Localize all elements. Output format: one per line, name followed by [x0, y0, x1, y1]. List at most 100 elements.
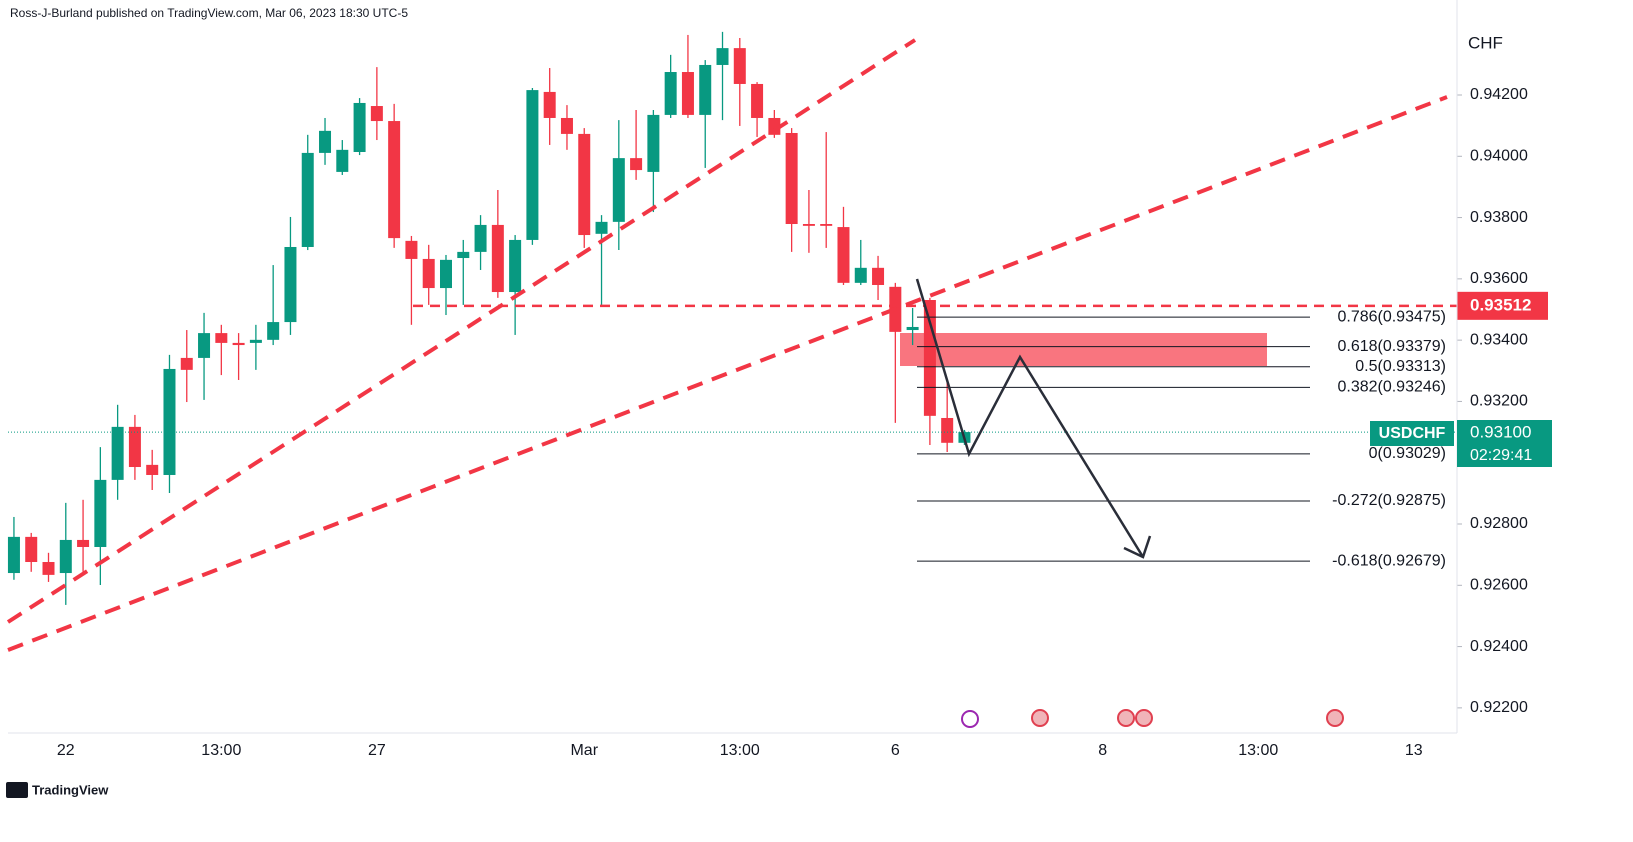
- candle-body: [405, 240, 418, 259]
- candle-body: [699, 64, 712, 115]
- x-tick-label: 22: [57, 742, 75, 759]
- candle-body: [509, 239, 522, 293]
- y-tick-label: 0.93400: [1470, 331, 1528, 348]
- candle-body: [77, 539, 90, 547]
- candle-body: [267, 322, 280, 340]
- candle-body: [491, 224, 504, 293]
- candle-body: [820, 224, 833, 226]
- x-tick-label: Mar: [570, 742, 598, 759]
- levels: 0.786(0.93475) 0.618(0.93379) 0.5(0.93313)…: [8, 304, 1457, 569]
- candle-body: [128, 426, 141, 468]
- candle-body: [716, 48, 729, 65]
- candle-body: [630, 158, 643, 171]
- fib-label: 0.618(0.93379): [1337, 338, 1446, 355]
- fib-label: -0.272(0.92875): [1332, 492, 1446, 509]
- candle-body: [872, 267, 885, 285]
- candle-body: [111, 426, 124, 480]
- candle-body: [319, 130, 332, 153]
- candle-body: [751, 83, 764, 118]
- y-tick-label: 0.92200: [1470, 699, 1528, 716]
- x-tick-label: 8: [1098, 742, 1107, 759]
- candle-body: [664, 72, 677, 115]
- candle-body: [180, 357, 193, 370]
- candle-body: [906, 326, 919, 331]
- projection-arrow: [915, 278, 1145, 558]
- event-icon[interactable]: [1135, 709, 1153, 727]
- symbol: USDCHF: [1379, 425, 1446, 442]
- price-badge: [1457, 420, 1552, 467]
- y-tick-label: 0.92400: [1470, 638, 1528, 655]
- x-tick-label: 27: [368, 742, 386, 759]
- y-tick-label: 0.92800: [1470, 515, 1528, 532]
- trendline: [6, 38, 917, 624]
- countdown: 02:29:41: [1470, 447, 1532, 464]
- candle-body: [681, 72, 694, 115]
- y-tick-label: 0.94000: [1470, 148, 1528, 165]
- logo-icon: [6, 782, 28, 798]
- logo: TradingView: [32, 782, 109, 797]
- candle-body: [647, 114, 660, 172]
- candle-body: [232, 342, 245, 346]
- candle-body: [457, 251, 470, 259]
- x-tick-label: 13:00: [720, 742, 760, 759]
- event-icon[interactable]: [961, 710, 979, 728]
- event-icon[interactable]: [1326, 709, 1344, 727]
- last-price: 0.93100: [1470, 422, 1531, 441]
- candle-body: [941, 417, 954, 443]
- candle-body: [422, 258, 435, 289]
- fib-label: -0.618(0.92679): [1332, 552, 1446, 569]
- zone: [900, 333, 1267, 366]
- candle-body: [612, 158, 625, 222]
- x-tick-label: 6: [891, 742, 900, 759]
- level-badge: [1457, 291, 1548, 320]
- candle-body: [837, 227, 850, 283]
- axes: 22 13:00 27 Mar 13:00 6 8 13:00 13 0.92200 0.92400…: [57, 86, 1548, 759]
- candle-body: [284, 246, 297, 323]
- candle-body: [474, 224, 487, 252]
- arrow-head: [1123, 535, 1152, 559]
- y-tick-label: 0.92600: [1470, 577, 1528, 594]
- candle-body: [146, 464, 159, 475]
- candle-body: [25, 536, 38, 563]
- candle-body: [215, 333, 228, 343]
- candle-body: [802, 224, 815, 226]
- candles: [7, 31, 971, 605]
- trendline: [7, 95, 1448, 652]
- candle-body: [785, 132, 798, 225]
- event-icon[interactable]: [1117, 709, 1135, 727]
- y-tick-label: 0.94200: [1470, 86, 1528, 103]
- y-tick-label: 0.93800: [1470, 209, 1528, 226]
- y-tick-label: 0.93600: [1470, 270, 1528, 287]
- currency: CHF: [1468, 33, 1503, 52]
- candle-body: [336, 149, 349, 172]
- candle-body: [578, 133, 591, 236]
- event-icon[interactable]: [1031, 709, 1049, 727]
- candle-body: [59, 539, 72, 574]
- candle-body: [733, 48, 746, 84]
- candle-body: [388, 121, 401, 239]
- x-tick-label: 13:00: [201, 742, 241, 759]
- level-label: 0.93512: [1470, 295, 1531, 314]
- fib-label: 0.786(0.93475): [1337, 308, 1446, 325]
- candle-body: [94, 479, 107, 547]
- fib-label: 0(0.93029): [1369, 445, 1446, 462]
- fib-label: 0.5(0.93313): [1355, 358, 1446, 375]
- candle-body: [526, 90, 539, 240]
- fib-label: 0.382(0.93246): [1337, 379, 1446, 396]
- attribution: Ross-J-Burland published on TradingView.…: [10, 6, 408, 20]
- candle-body: [353, 102, 366, 152]
- candle-body: [543, 91, 556, 118]
- candle-body: [560, 117, 573, 134]
- x-tick-label: 13: [1405, 742, 1423, 759]
- candle-body: [301, 152, 314, 247]
- candle-body: [42, 562, 55, 575]
- candle-body: [595, 221, 608, 234]
- candle-body: [370, 106, 383, 122]
- candle-body: [198, 333, 211, 358]
- y-tick-label: 0.93200: [1470, 393, 1528, 410]
- candle-body: [249, 339, 262, 343]
- x-tick-label: 13:00: [1238, 742, 1278, 759]
